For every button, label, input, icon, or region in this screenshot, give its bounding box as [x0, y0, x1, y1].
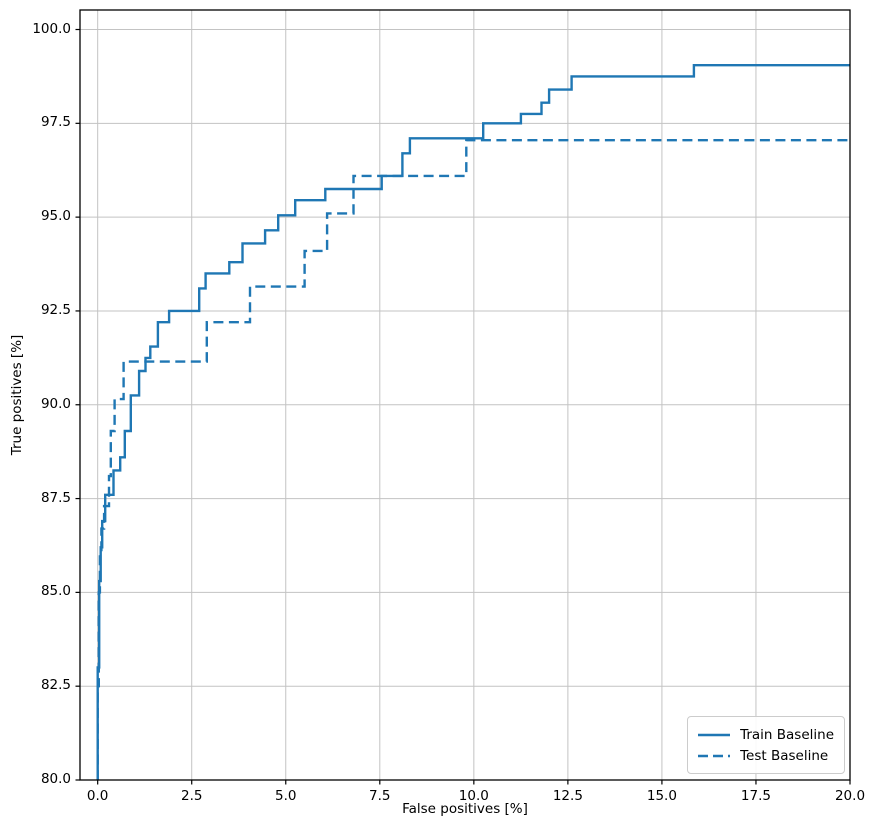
x-axis-label: False positives [%] [402, 801, 528, 817]
y-tick-label: 87.5 [40, 489, 71, 506]
tick-marks [75, 28, 851, 785]
y-tick-label: 85.0 [40, 583, 71, 600]
x-tick-label: 15.0 [646, 788, 677, 804]
x-tick-label: 0.0 [86, 788, 109, 804]
y-tick-label: 95.0 [40, 208, 71, 225]
x-tick-label: 2.5 [180, 788, 203, 804]
solid-line-sample-icon [698, 733, 731, 736]
plot-border [79, 9, 851, 781]
x-tick-label: 20.0 [834, 788, 866, 804]
legend-row-train: Train Baseline [697, 724, 834, 745]
y-axis-label: True positives [%] [9, 334, 25, 456]
y-tick-label: 100.0 [32, 20, 71, 37]
data-series [96, 64, 850, 780]
dashed-line-sample-icon [698, 754, 731, 757]
x-tick-label: 17.5 [740, 788, 771, 804]
y-tick-label: 90.0 [40, 395, 71, 412]
x-tick-label: 7.5 [369, 788, 391, 804]
x-tick-label: 5.0 [275, 788, 297, 804]
legend: Train Baseline Test Baseline [687, 716, 845, 774]
gridlines [80, 10, 851, 781]
y-tick-label: 80.0 [40, 771, 71, 787]
y-tick-label: 97.5 [40, 114, 71, 131]
legend-label-train: Train Baseline [740, 726, 834, 743]
x-tick-label: 12.5 [552, 788, 583, 804]
legend-row-test: Test Baseline [697, 745, 834, 766]
x-tick-label: 10.0 [458, 788, 489, 804]
y-tick-label: 92.5 [40, 301, 71, 318]
series-line-solid [96, 64, 850, 780]
series-line-dashed [96, 139, 850, 780]
y-tick-label: 82.5 [40, 677, 71, 694]
legend-label-test: Test Baseline [740, 747, 829, 764]
